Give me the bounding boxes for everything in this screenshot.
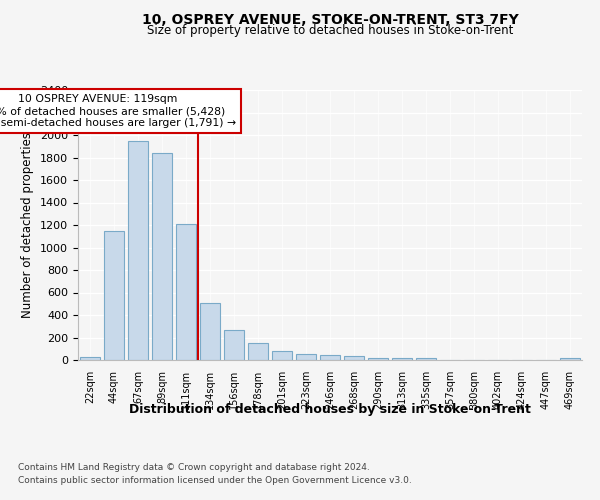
Bar	[368, 358, 388, 360]
Bar	[152, 153, 172, 360]
Bar	[200, 302, 220, 360]
Bar	[128, 140, 148, 360]
Bar	[224, 330, 244, 360]
Bar	[248, 342, 268, 360]
Bar	[320, 355, 340, 360]
Bar	[344, 356, 364, 360]
Text: Size of property relative to detached houses in Stoke-on-Trent: Size of property relative to detached ho…	[147, 24, 513, 37]
Bar	[272, 351, 292, 360]
Text: Distribution of detached houses by size in Stoke-on-Trent: Distribution of detached houses by size …	[129, 402, 531, 415]
Text: 10, OSPREY AVENUE, STOKE-ON-TRENT, ST3 7FY: 10, OSPREY AVENUE, STOKE-ON-TRENT, ST3 7…	[142, 12, 518, 26]
Bar	[80, 356, 100, 360]
Bar	[416, 358, 436, 360]
Bar	[560, 358, 580, 360]
Bar	[104, 231, 124, 360]
Bar	[296, 354, 316, 360]
Text: Contains public sector information licensed under the Open Government Licence v3: Contains public sector information licen…	[18, 476, 412, 485]
Bar	[392, 358, 412, 360]
Y-axis label: Number of detached properties: Number of detached properties	[22, 132, 34, 318]
Bar	[176, 224, 196, 360]
Text: Contains HM Land Registry data © Crown copyright and database right 2024.: Contains HM Land Registry data © Crown c…	[18, 462, 370, 471]
Text: 10 OSPREY AVENUE: 119sqm
← 75% of detached houses are smaller (5,428)
25% of sem: 10 OSPREY AVENUE: 119sqm ← 75% of detach…	[0, 94, 236, 128]
